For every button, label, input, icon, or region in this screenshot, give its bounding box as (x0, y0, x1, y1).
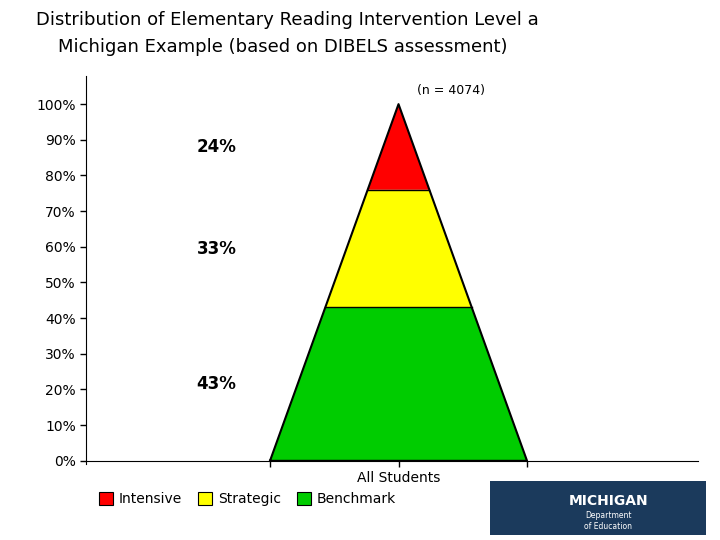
Legend: Intensive, Strategic, Benchmark: Intensive, Strategic, Benchmark (94, 487, 402, 512)
Text: (n = 4074): (n = 4074) (417, 84, 485, 97)
Polygon shape (325, 190, 472, 307)
Text: Department
of Education: Department of Education (585, 511, 632, 531)
Text: Distribution of Elementary Reading Intervention Level a: Distribution of Elementary Reading Inter… (36, 11, 539, 29)
Text: Michigan Example (based on DIBELS assessment): Michigan Example (based on DIBELS assess… (58, 38, 507, 56)
Text: 43%: 43% (197, 375, 236, 393)
Text: MICHIGAN: MICHIGAN (569, 494, 648, 508)
Text: 33%: 33% (197, 240, 236, 258)
Text: 24%: 24% (197, 138, 236, 156)
Polygon shape (270, 307, 527, 461)
Polygon shape (368, 104, 429, 190)
